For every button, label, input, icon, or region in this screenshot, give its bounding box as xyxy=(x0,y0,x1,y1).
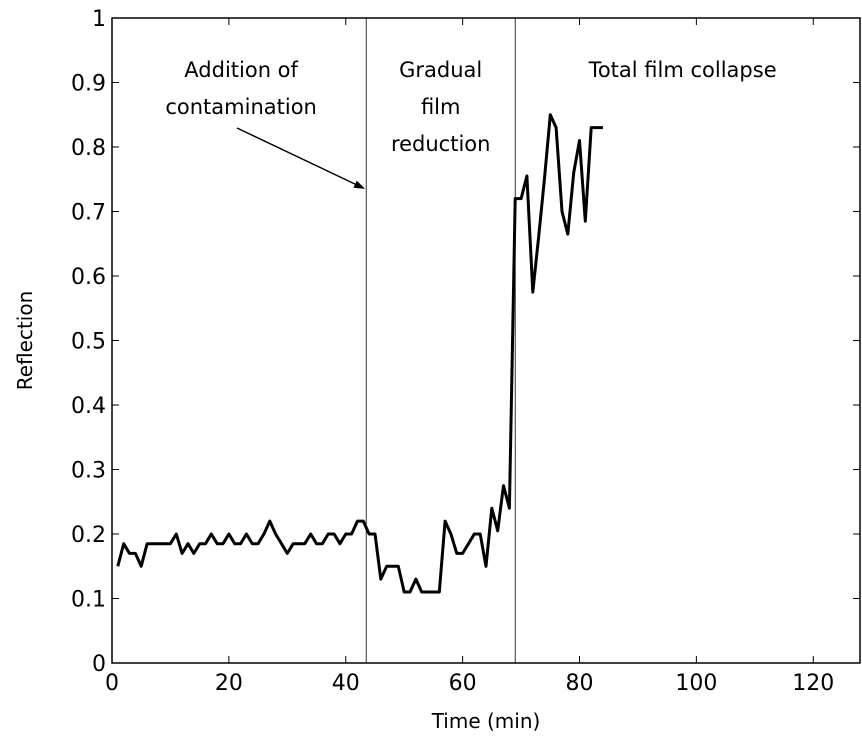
axis-tick-labels: 0 20 40 60 80 100 120 0 0.1 0.2 0.3 0.4 0.5 0.6 0.7 0.8… xyxy=(71,7,834,696)
annotations: Addition of contamination Gradual film reduc… xyxy=(165,58,777,189)
y-tick-label: 0 xyxy=(92,652,106,677)
y-tick-label: 0.5 xyxy=(71,330,106,355)
phase-boundaries xyxy=(365,18,516,663)
y-axis-label: Reflection xyxy=(13,291,37,391)
x-tick-label: 100 xyxy=(675,671,717,696)
x-tick-label: 40 xyxy=(332,671,360,696)
annotation-arrow-head xyxy=(353,180,366,189)
y-tick-label: 0.6 xyxy=(71,265,106,290)
annotation-arrow-line xyxy=(236,127,364,189)
axis-ticks xyxy=(111,17,860,664)
x-tick-label: 20 xyxy=(215,671,243,696)
series-group xyxy=(116,113,603,594)
y-tick-label: 1 xyxy=(92,7,106,32)
x-tick-label: 120 xyxy=(792,671,834,696)
y-tick-label: 0.7 xyxy=(71,201,106,226)
reflection-series-line xyxy=(116,113,603,594)
y-tick-label: 0.2 xyxy=(71,523,106,548)
y-tick-label: 0.9 xyxy=(71,72,106,97)
x-tick-label: 80 xyxy=(566,671,594,696)
annotation-text: contamination xyxy=(165,95,317,119)
y-tick-label: 0.1 xyxy=(71,588,106,613)
x-tick-label: 60 xyxy=(449,671,477,696)
x-tick-label: 0 xyxy=(105,671,119,696)
annotation-text: Addition of xyxy=(184,58,298,82)
annotation-text: reduction xyxy=(391,132,491,156)
y-tick-label: 0.4 xyxy=(71,394,106,419)
y-tick-label: 0.3 xyxy=(71,459,106,484)
x-axis-label: Time (min) xyxy=(431,709,541,733)
y-tick-label: 0.8 xyxy=(71,136,106,161)
annotation-text: Total film collapse xyxy=(588,58,777,82)
annotation-text: Gradual xyxy=(399,58,482,82)
annotation-text: film xyxy=(421,95,461,119)
